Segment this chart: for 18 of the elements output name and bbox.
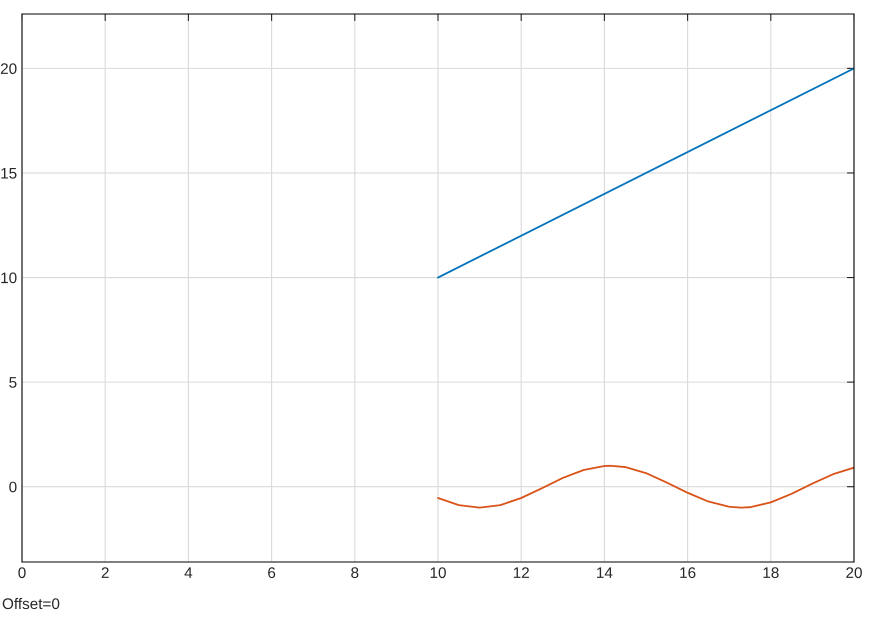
y-tick-label: 10: [1, 272, 17, 284]
x-tick-label: 18: [763, 567, 779, 578]
y-tick-label: 20: [0, 63, 17, 74]
x-tick-label: 2: [102, 567, 109, 578]
text: Offset=0: [2, 598, 60, 610]
x-tick-label: 16: [680, 567, 696, 578]
x-tick-label: 12: [514, 567, 529, 578]
y-tick-label: 0: [9, 482, 17, 492]
x-tick-label: 8: [351, 567, 358, 578]
y-tick-label: 5: [9, 377, 16, 388]
x-tick-label: 0: [18, 567, 26, 578]
x-tick-label: 14: [597, 567, 612, 578]
x-tick-label: 10: [430, 567, 446, 578]
line-series: [437, 464, 854, 509]
x-tick-label: 4: [184, 567, 192, 578]
y-tick-label: 15: [1, 168, 16, 179]
x-tick-label: 20: [846, 567, 862, 578]
x-tick-label: 6: [268, 567, 276, 578]
